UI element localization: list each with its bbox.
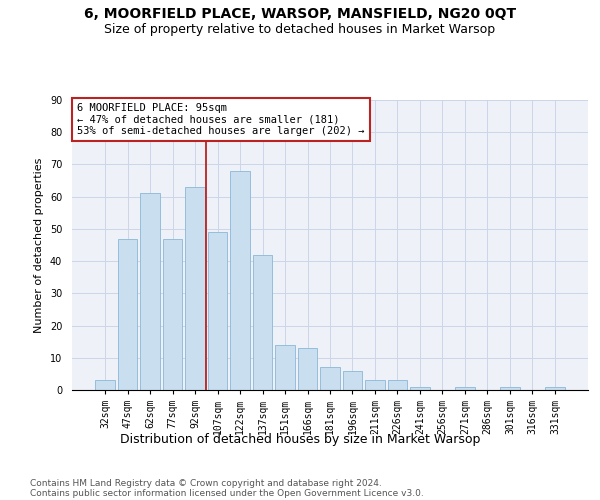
Bar (230, 171, 250, 390)
Bar (118, 238, 137, 390)
Bar (455, 387, 475, 390)
Bar (275, 345, 295, 390)
Bar (410, 387, 430, 390)
Bar (140, 194, 160, 390)
Text: 6 MOORFIELD PLACE: 95sqm
← 47% of detached houses are smaller (181)
53% of semi-: 6 MOORFIELD PLACE: 95sqm ← 47% of detach… (77, 103, 365, 136)
Text: 6, MOORFIELD PLACE, WARSOP, MANSFIELD, NG20 0QT: 6, MOORFIELD PLACE, WARSOP, MANSFIELD, N… (84, 8, 516, 22)
Text: Size of property relative to detached houses in Market Warsop: Size of property relative to detached ho… (104, 22, 496, 36)
Y-axis label: Number of detached properties: Number of detached properties (34, 158, 44, 332)
Bar (388, 380, 407, 390)
Bar (545, 387, 565, 390)
Bar (185, 187, 205, 390)
Bar (500, 387, 520, 390)
Bar (365, 380, 385, 390)
Bar (95, 380, 115, 390)
Text: Distribution of detached houses by size in Market Warsop: Distribution of detached houses by size … (120, 432, 480, 446)
Bar (320, 368, 340, 390)
Bar (208, 232, 227, 390)
Bar (163, 238, 182, 390)
Text: Contains HM Land Registry data © Crown copyright and database right 2024.: Contains HM Land Registry data © Crown c… (30, 478, 382, 488)
Bar (253, 254, 272, 390)
Text: Contains public sector information licensed under the Open Government Licence v3: Contains public sector information licen… (30, 488, 424, 498)
Bar (343, 370, 362, 390)
Bar (298, 348, 317, 390)
